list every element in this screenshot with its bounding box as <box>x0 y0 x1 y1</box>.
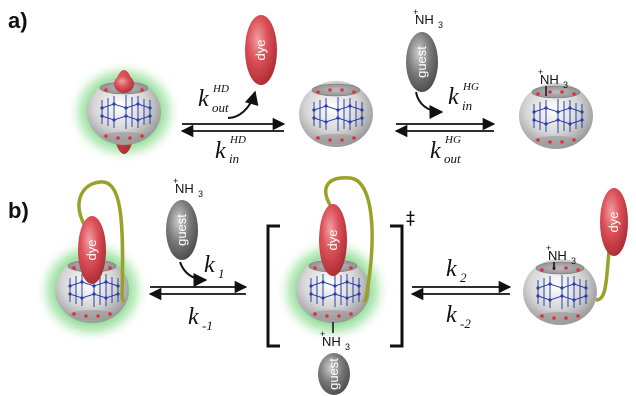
empty-host <box>298 80 374 148</box>
ammonium-subscript: 3 <box>571 256 576 266</box>
displaced-dye: dye <box>600 188 628 256</box>
dye-label: dye <box>325 230 340 251</box>
ammonium-label: NH <box>175 181 194 196</box>
tethered-dye: dye <box>78 216 106 284</box>
ammonium-subscript: 3 <box>198 189 203 199</box>
rate-k-minus-1: k -1 <box>188 304 213 333</box>
cucurbituril-host <box>518 82 594 150</box>
k2-sub: 2 <box>460 270 467 285</box>
ammonium-label: NH <box>540 72 559 87</box>
k-minus-1-main: k <box>188 304 199 330</box>
k-in-HD-sup: HD <box>229 134 246 146</box>
k-in-HG-sub: in <box>462 98 472 113</box>
equilibrium-arrows-b2 <box>410 280 512 301</box>
ammonium-charge: + <box>538 67 543 77</box>
host-dye-complex-glowing <box>66 60 182 164</box>
guest-approach-arrow <box>179 261 208 287</box>
transition-state-symbol: ‡ <box>406 208 415 229</box>
k-out-HD-sup: HD <box>212 83 229 95</box>
cucurbituril-host <box>522 258 598 326</box>
rate-k-in-HG: k HG in <box>448 81 479 113</box>
k-in-HD-main: k <box>215 138 226 164</box>
guest-molecule-a: guest <box>406 32 438 92</box>
tether-linker <box>595 239 612 302</box>
guest-label: guest <box>414 46 429 78</box>
k-minus-2-sub: -2 <box>460 316 471 331</box>
dye-label: dye <box>253 40 268 61</box>
panel-a-label: a) <box>8 8 28 33</box>
k-in-HD-sub: in <box>229 151 239 166</box>
rate-k1: k 1 <box>204 252 225 281</box>
k-out-HG-main: k <box>430 138 441 164</box>
k-in-HG-main: k <box>448 84 459 110</box>
ammonium-label: NH <box>415 12 434 27</box>
ammonium-label: NH <box>322 334 341 349</box>
ts-bracket-left <box>266 224 280 348</box>
guest-label: guest <box>174 214 189 246</box>
k-minus-2-main: k <box>446 302 457 328</box>
rate-k-minus-2: k -2 <box>446 302 471 331</box>
rate-k-out-HD: k HD out <box>198 83 229 115</box>
ammonium-charge: + <box>413 7 418 17</box>
guest-label: guest <box>326 358 341 390</box>
guest-binding-arrow <box>415 91 444 119</box>
rate-k2: k 2 <box>446 256 467 285</box>
ammonium-group-a3: NH 3 + <box>538 67 568 90</box>
ammonium-subscript: 3 <box>345 342 350 352</box>
ammonium-group-b: NH 3 + <box>173 176 203 199</box>
k-out-HD-main: k <box>198 86 209 112</box>
ammonium-subscript: 3 <box>563 80 568 90</box>
host-guest-complex-dye-displaced <box>522 258 598 326</box>
dye-label: dye <box>84 240 99 261</box>
ternary-complex-transition-state <box>275 236 391 344</box>
dye-label: dye <box>606 212 621 233</box>
equilibrium-arrows-b1 <box>148 280 248 301</box>
guest-molecule-b: guest <box>166 200 198 260</box>
ammonium-subscript: 3 <box>438 20 443 30</box>
ammonium-charge: + <box>546 243 551 253</box>
ammonium-group-a: NH 3 + <box>413 7 443 30</box>
ts-bracket-right <box>390 224 404 348</box>
host-guest-complex <box>518 82 594 150</box>
dye-release-arrow <box>227 90 259 119</box>
ammonium-group-ts: NH 3 + <box>320 329 350 352</box>
tether-linker <box>324 175 374 303</box>
k-out-HG-sup: HG <box>444 134 461 146</box>
panel-b-label: b) <box>8 198 29 223</box>
equilibrium-arrows-a2 <box>394 117 496 138</box>
ammonium-charge: + <box>320 329 325 339</box>
k-minus-1-sub: -1 <box>202 318 213 333</box>
k1-sub: 1 <box>218 266 225 281</box>
equilibrium-arrows-a1 <box>180 117 286 138</box>
tethered-dye: dye <box>319 204 347 276</box>
free-dye: dye <box>245 15 277 85</box>
k1-main: k <box>204 252 215 278</box>
ammonium-charge: + <box>173 176 178 186</box>
k-out-HG-sub: out <box>444 151 461 166</box>
cucurbituril-host <box>298 80 374 148</box>
k-out-HD-sub: out <box>212 100 229 115</box>
ammonium-group-b3: NH 3 + <box>546 243 576 266</box>
ammonium-label: NH <box>548 248 567 263</box>
guest-molecule-ts: guest <box>318 353 350 395</box>
rate-k-in-HD: k HD in <box>215 134 246 166</box>
k-in-HG-sup: HG <box>462 81 479 93</box>
rate-k-out-HG: k HG out <box>430 134 461 166</box>
tether-linker <box>77 180 126 303</box>
k2-main: k <box>446 256 457 282</box>
